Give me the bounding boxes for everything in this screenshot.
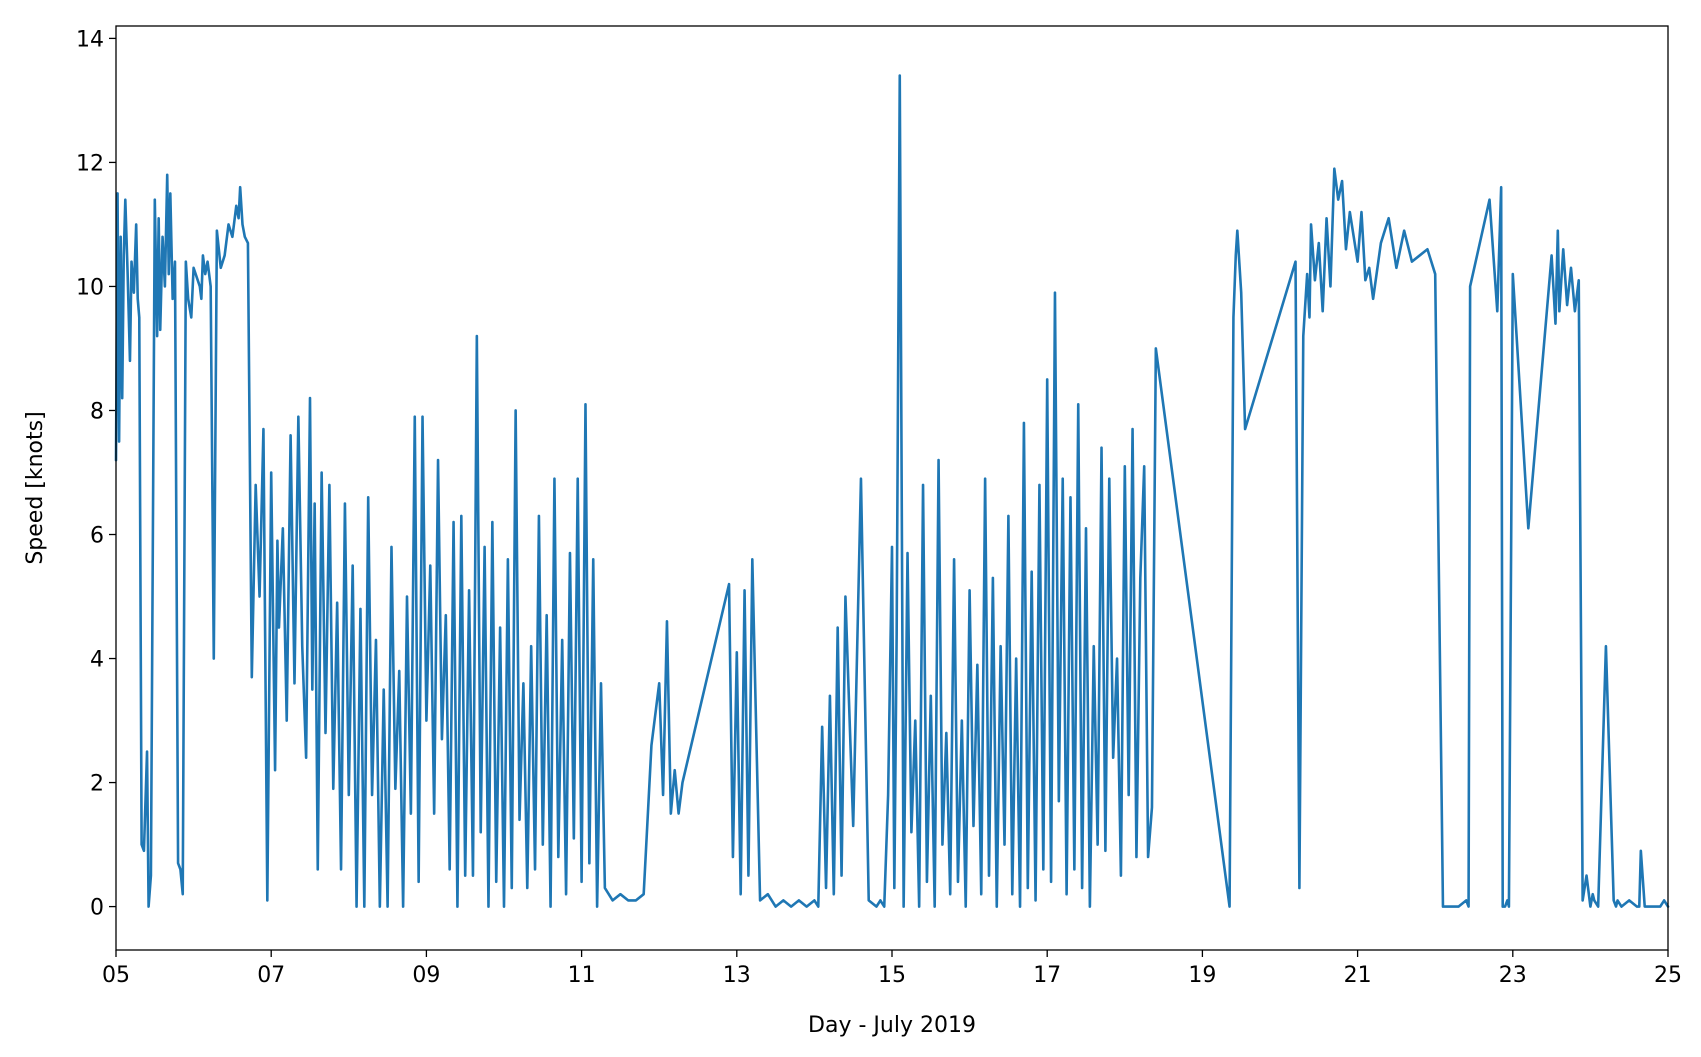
x-tick-label: 21 (1344, 963, 1372, 988)
x-tick-label: 23 (1499, 963, 1527, 988)
y-tick-label: 10 (76, 275, 104, 300)
y-axis-label: Speed [knots] (23, 411, 48, 564)
y-tick-label: 2 (90, 772, 104, 797)
x-axis-ticks: 05 07 09 11 13 15 17 19 21 23 25 (102, 950, 1682, 988)
x-tick-label: 09 (412, 963, 440, 988)
x-tick-label: 13 (723, 963, 751, 988)
x-tick-label: 15 (878, 963, 906, 988)
y-tick-label: 12 (76, 151, 104, 176)
x-tick-label: 25 (1654, 963, 1682, 988)
series-layer (114, 74, 1670, 908)
speed-series-line (114, 74, 1670, 908)
x-tick-label: 07 (257, 963, 285, 988)
y-tick-label: 8 (90, 399, 104, 424)
y-tick-label: 6 (90, 524, 104, 549)
y-tick-label: 14 (76, 27, 104, 52)
x-tick-label: 05 (102, 963, 130, 988)
y-axis-ticks: 0 2 4 6 8 10 12 14 (76, 27, 116, 921)
y-tick-label: 4 (90, 648, 104, 673)
x-tick-label: 11 (568, 963, 596, 988)
x-axis-label: Day - July 2019 (808, 1013, 976, 1038)
x-tick-label: 19 (1188, 963, 1216, 988)
x-tick-label: 17 (1033, 963, 1061, 988)
y-tick-label: 0 (90, 896, 104, 921)
plot-frame (115, 25, 1669, 951)
